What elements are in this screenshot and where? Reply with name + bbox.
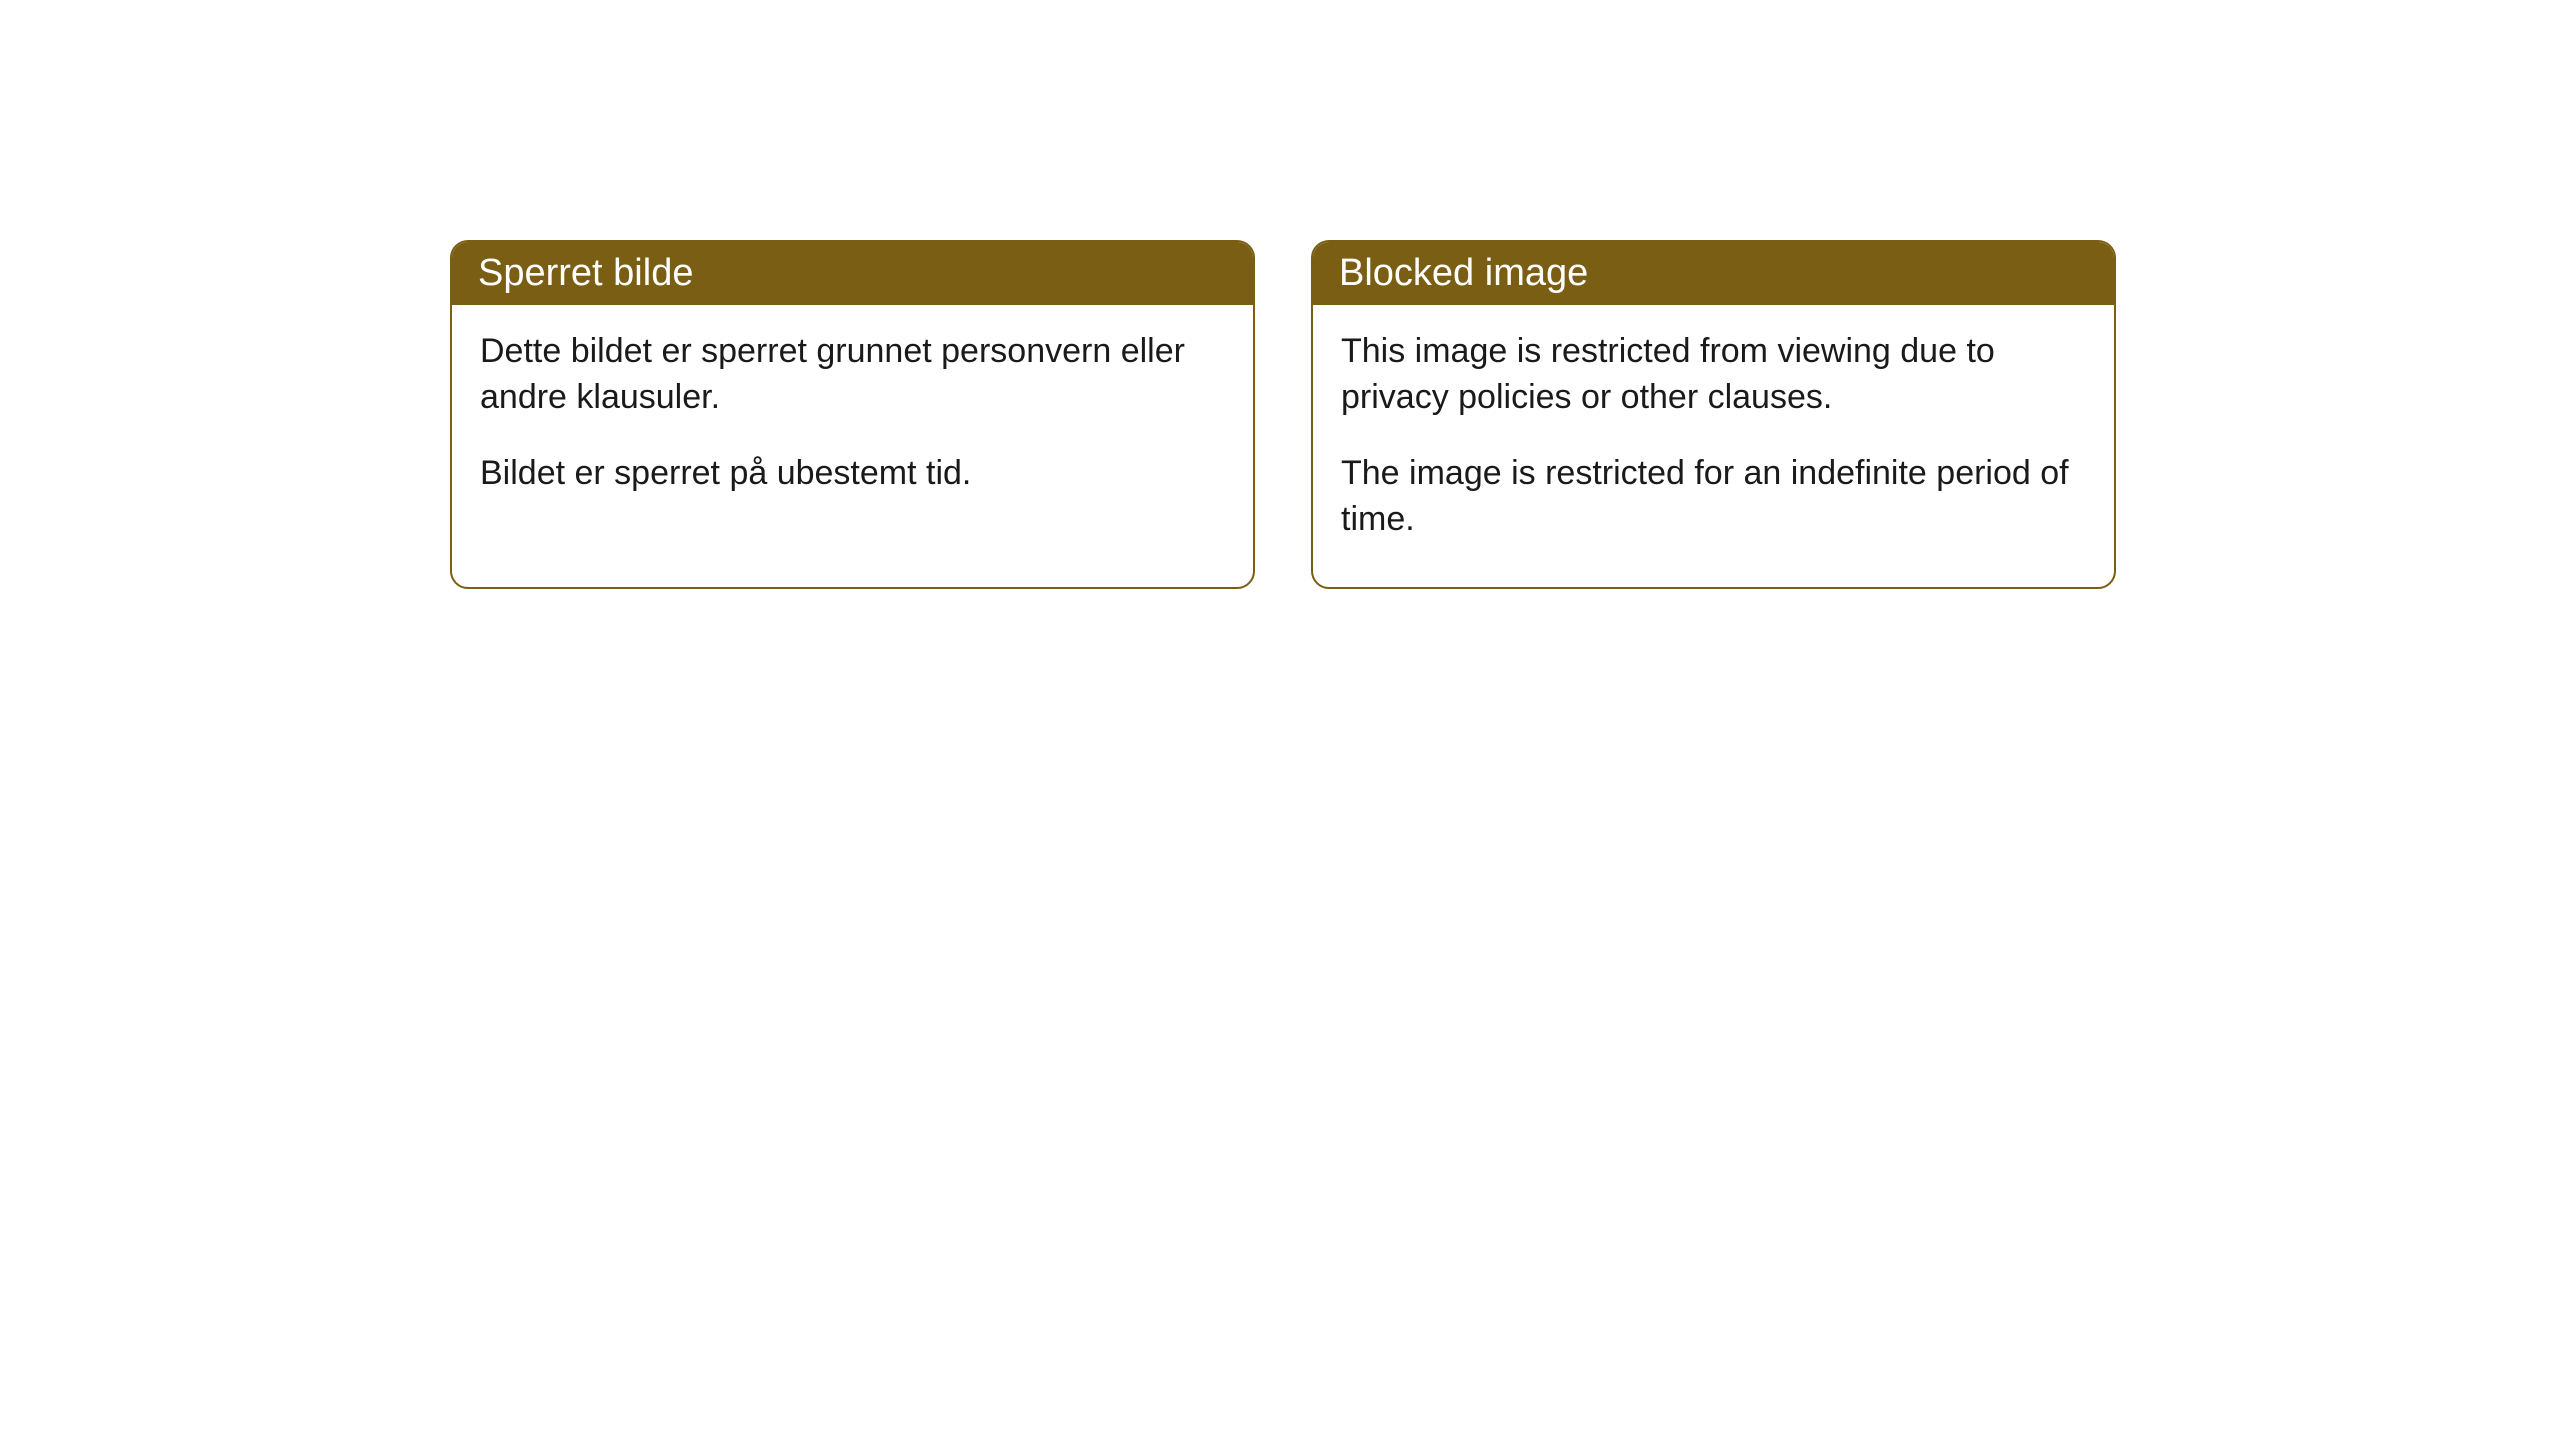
card-paragraph-1-norwegian: Dette bildet er sperret grunnet personve… — [480, 329, 1225, 421]
card-body-english: This image is restricted from viewing du… — [1313, 305, 2114, 587]
card-header-english: Blocked image — [1313, 242, 2114, 305]
notice-cards-container: Sperret bilde Dette bildet er sperret gr… — [450, 240, 2116, 589]
card-paragraph-1-english: This image is restricted from viewing du… — [1341, 329, 2086, 421]
card-title-norwegian: Sperret bilde — [478, 252, 693, 294]
card-paragraph-2-norwegian: Bildet er sperret på ubestemt tid. — [480, 451, 1225, 497]
card-paragraph-2-english: The image is restricted for an indefinit… — [1341, 451, 2086, 543]
notice-card-english: Blocked image This image is restricted f… — [1311, 240, 2116, 589]
card-header-norwegian: Sperret bilde — [452, 242, 1253, 305]
card-body-norwegian: Dette bildet er sperret grunnet personve… — [452, 305, 1253, 541]
card-title-english: Blocked image — [1339, 252, 1588, 294]
notice-card-norwegian: Sperret bilde Dette bildet er sperret gr… — [450, 240, 1255, 589]
